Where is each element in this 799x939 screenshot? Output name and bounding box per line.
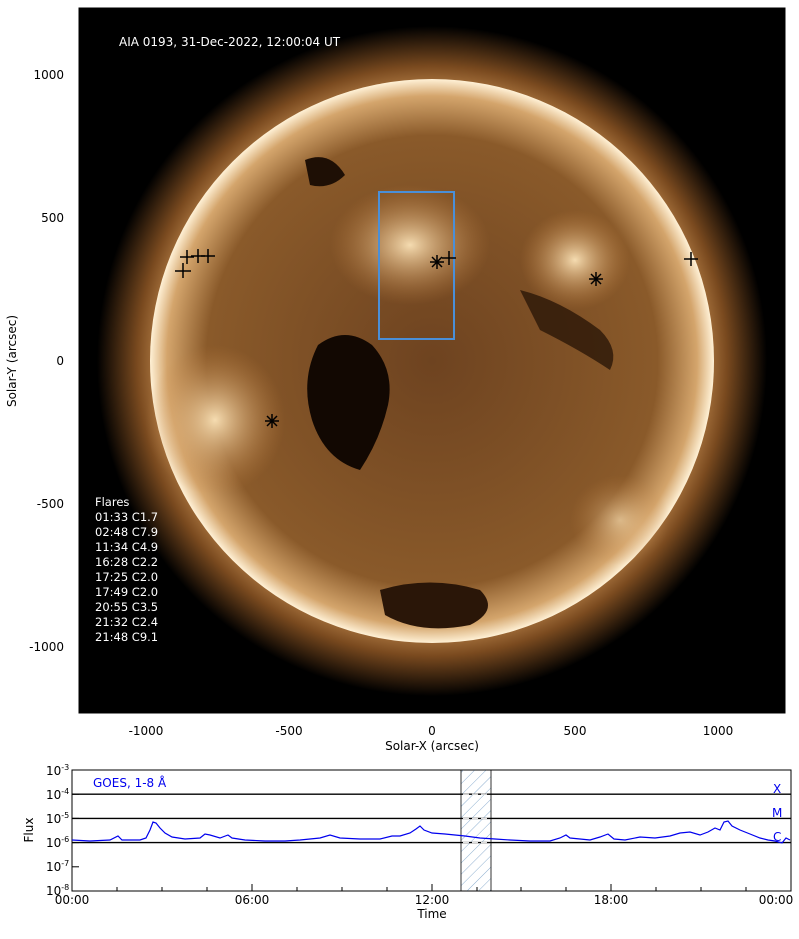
image-y-axis-title: Solar-Y (arcsec): [5, 315, 19, 407]
goes-x-tick-label: 06:00: [235, 893, 270, 907]
goes-x-ticks: [116, 884, 747, 891]
flare-item: 21:48 C9.1: [95, 630, 158, 644]
time-window-border: [460, 769, 492, 892]
flares-list: Flares 01:33 C1.7 02:48 C7.9 11:34 C4.9 …: [95, 495, 158, 644]
goes-y-tick-labels: 10-3 10-4 10-5 10-6 10-7 10-8: [46, 763, 69, 898]
flare-marker: [175, 263, 191, 278]
dark-region-east: [520, 290, 614, 370]
goes-flux-line: [71, 820, 791, 844]
window-dashes: [463, 793, 489, 844]
flare-marker: [442, 251, 456, 265]
goes-x-tick-label: 18:00: [594, 893, 629, 907]
goes-y-tick-label: 10-3: [46, 763, 69, 778]
active-region-southwest: [145, 345, 285, 495]
dark-region-north: [305, 157, 345, 187]
goes-y-tick-label: 10-4: [46, 787, 69, 802]
image-x-tick-label: 1000: [703, 724, 734, 738]
active-region-southeast: [570, 475, 670, 565]
goes-y-tick-label: 10-8: [46, 883, 69, 898]
flares-heading: Flares: [95, 495, 129, 509]
goes-frame: [71, 769, 792, 892]
flare-marker: [201, 249, 215, 263]
flare-item: 02:48 C7.9: [95, 525, 158, 539]
goes-x-tick-label: 00:00: [55, 893, 90, 907]
class-label-c: C: [773, 830, 781, 844]
image-y-tick-label: 0: [56, 354, 64, 368]
goes-y-tick-label: 10-5: [46, 811, 69, 826]
region-box: [378, 191, 455, 340]
image-y-ticks: [79, 17, 785, 705]
flare-item: 20:55 C3.5: [95, 600, 158, 614]
flare-marker: [589, 272, 603, 286]
image-y-tick-label: 1000: [33, 68, 64, 82]
flare-item: 17:49 C2.0: [95, 585, 158, 599]
image-x-axis-title: Solar-X (arcsec): [385, 739, 479, 753]
goes-x-tick-label: 12:00: [415, 893, 450, 907]
image-x-ticks: [88, 8, 776, 713]
goes-x-axis-title: Time: [416, 907, 446, 921]
image-header: AIA 0193, 31-Dec-2022, 12:00:04 UT: [119, 35, 341, 49]
class-lines: [72, 793, 791, 844]
goes-y-tick-label: 10-7: [46, 859, 69, 874]
flare-marker: [180, 250, 194, 264]
image-x-tick-label: 0: [428, 724, 436, 738]
solar-image: AIA 0193, 31-Dec-2022, 12:00:04 UT Flare…: [5, 7, 786, 753]
flare-item: 11:34 C4.9: [95, 540, 158, 554]
image-y-tick-label: 500: [41, 211, 64, 225]
flare-item: 21:32 C2.4: [95, 615, 158, 629]
coronal-hole: [307, 335, 390, 470]
flare-marker: [684, 252, 698, 266]
dark-region-south: [380, 582, 488, 629]
goes-panel: 10-3 10-4 10-5 10-6 10-7 10-8 00:00 06:0…: [22, 763, 793, 921]
flare-item: 16:28 C2.2: [95, 555, 158, 569]
goes-y-axis-title: Flux: [22, 818, 36, 843]
flare-item: 01:33 C1.7: [95, 510, 158, 524]
class-label-m: M: [772, 806, 782, 820]
image-y-tick-label: -1000: [29, 640, 64, 654]
time-window: [461, 770, 491, 891]
image-y-tick-label: -500: [37, 497, 64, 511]
goes-x-tick-label: 00:00: [759, 893, 794, 907]
image-x-tick-label: -1000: [129, 724, 164, 738]
flare-markers: [175, 249, 698, 428]
goes-label: GOES, 1-8 Å: [93, 775, 167, 790]
flare-marker: [430, 255, 444, 269]
class-label-x: X: [773, 782, 781, 796]
image-x-tick-label: 500: [564, 724, 587, 738]
goes-y-tick-label: 10-6: [46, 835, 69, 850]
image-x-tick-label: -500: [275, 724, 302, 738]
active-region-east: [520, 210, 630, 310]
flare-item: 17:25 C2.0: [95, 570, 158, 584]
active-region-north: [330, 185, 490, 305]
flare-marker: [265, 414, 279, 428]
goes-y-ticks: [72, 793, 79, 868]
